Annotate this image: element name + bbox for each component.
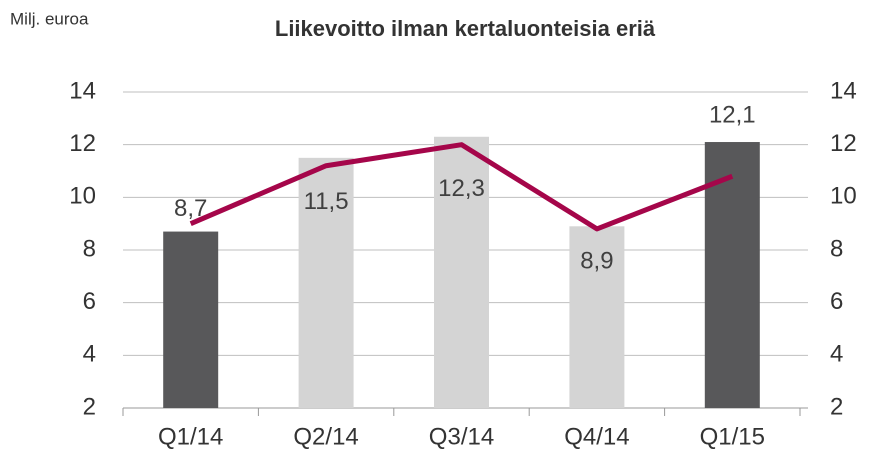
y2-tick-label: 6 <box>830 288 843 315</box>
y-tick-label: 6 <box>83 288 96 315</box>
x-tick-label: Q3/14 <box>429 423 494 450</box>
bar <box>434 136 489 408</box>
y2-tick-label: 2 <box>830 393 843 420</box>
y-tick-label: 14 <box>69 77 96 104</box>
y-axis-label: Milj. euroa <box>10 9 89 28</box>
x-tick-label: Q1/14 <box>158 423 223 450</box>
chart-title: Liikevoitto ilman kertaluonteisia eriä <box>275 16 656 41</box>
x-tick-label: Q2/14 <box>293 423 358 450</box>
data-label: 12,1 <box>709 101 756 128</box>
bar <box>298 157 354 408</box>
bar <box>704 142 760 409</box>
data-label: 8,7 <box>174 195 207 222</box>
bar <box>569 226 625 408</box>
y2-tick-label: 12 <box>830 130 857 157</box>
y-tick-label: 4 <box>83 341 96 368</box>
y2-tick-label: 14 <box>830 77 857 104</box>
line <box>189 142 734 232</box>
x-tick-label: Q4/14 <box>564 423 629 450</box>
data-label: 8,9 <box>580 248 613 275</box>
x-tick-label: Q1/15 <box>700 423 765 450</box>
y-tick-label: 8 <box>83 235 96 262</box>
y-tick-label: 2 <box>83 393 96 420</box>
y2-tick-label: 4 <box>830 341 843 368</box>
y2-tick-label: 10 <box>830 183 857 210</box>
data-label: 11,5 <box>304 188 349 215</box>
y-tick-label: 10 <box>69 183 96 210</box>
y2-tick-label: 8 <box>830 235 843 262</box>
bar <box>163 231 219 408</box>
y-tick-label: 12 <box>69 130 96 157</box>
data-label: 12,3 <box>438 175 485 202</box>
